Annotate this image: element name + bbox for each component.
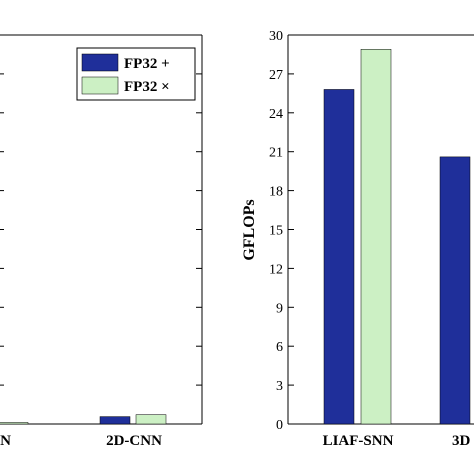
right-panel-bars <box>323 49 471 425</box>
y-tick-label-15: 15 <box>269 224 283 239</box>
y-tick-label-30: 30 <box>269 29 283 44</box>
legend-label-fp32-add: FP32 + <box>124 56 170 72</box>
y-tick-label-12: 12 <box>269 262 283 277</box>
right-panel-y-axis-label: GFLOPs <box>241 199 258 260</box>
left-panel: SNN 2D-CNN FP32 + FP32 × <box>0 34 203 449</box>
bar-liaf-snn-fp32-add <box>323 89 355 425</box>
legend-label-fp32-mul: FP32 × <box>124 79 170 95</box>
y-tick-label-9: 9 <box>276 301 283 316</box>
y-tick-label-6: 6 <box>276 340 283 355</box>
right-panel: GFLOPs 0 3 6 9 12 15 18 21 24 27 30 LIAF-SNN 3D <box>241 29 474 449</box>
legend-swatch-fp32-mul <box>81 76 119 95</box>
bar-liaf-snn-fp32-mul <box>360 49 392 425</box>
bar-2d-cnn-fp32-add <box>99 416 131 425</box>
y-tick-label-0: 0 <box>276 418 283 433</box>
left-panel-bars <box>0 414 167 425</box>
x-label-3d: 3D <box>452 433 471 449</box>
bar-3d-fp32-add <box>439 156 471 425</box>
y-tick-label-27: 27 <box>269 68 283 83</box>
right-panel-x-labels: LIAF-SNN 3D <box>323 433 471 449</box>
legend-swatch-fp32-add <box>81 53 119 72</box>
y-tick-label-18: 18 <box>269 185 283 200</box>
right-panel-ticks: 0 3 6 9 12 15 18 21 24 27 30 <box>269 29 294 433</box>
y-tick-label-21: 21 <box>269 146 283 161</box>
bar-2d-cnn-fp32-mul <box>135 414 167 425</box>
left-panel-x-labels: SNN 2D-CNN <box>0 433 162 449</box>
y-tick-label-24: 24 <box>269 107 283 122</box>
y-tick-label-3: 3 <box>276 379 283 394</box>
legend: FP32 + FP32 × <box>76 47 196 101</box>
left-panel-ticks <box>0 34 202 425</box>
x-label-snn: SNN <box>0 433 11 449</box>
x-label-2d-cnn: 2D-CNN <box>106 433 162 449</box>
bar-snn-fp32-mul <box>0 422 29 425</box>
x-label-liaf-snn: LIAF-SNN <box>323 433 394 449</box>
